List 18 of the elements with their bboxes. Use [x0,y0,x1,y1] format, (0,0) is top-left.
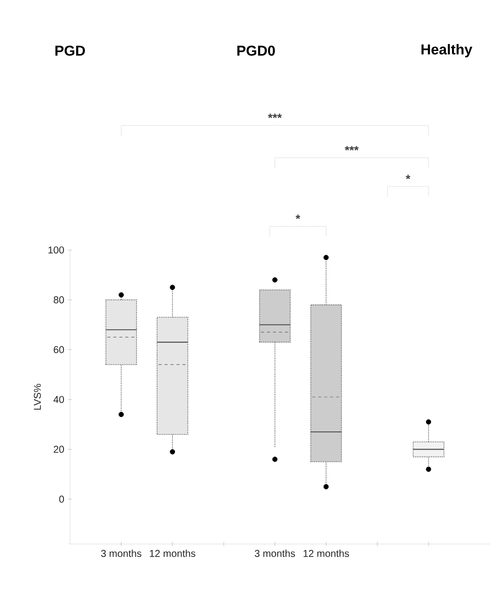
y-tick-label: 80 [54,296,64,304]
y-tick-label: 100 [48,246,64,254]
y-tick-label: 0 [59,496,64,503]
y-tick-label: 40 [54,396,64,404]
text: * [406,174,410,180]
x-tick-label: 3 months [254,550,295,557]
x-tick-label: 3 months [101,550,142,557]
text: PGD [55,46,85,56]
x-tick-label: 12 months [304,550,349,557]
text: Healthy [422,44,472,58]
text: *** [344,146,359,151]
y-tick-label: 20 [54,446,64,453]
y-axis-title: LVS% [34,384,41,410]
text: PGD0 [237,46,275,56]
y-tick-label: 60 [54,346,64,354]
text: *** [268,114,282,118]
text: * [296,214,300,220]
x-tick-label: 12 months [150,550,196,557]
